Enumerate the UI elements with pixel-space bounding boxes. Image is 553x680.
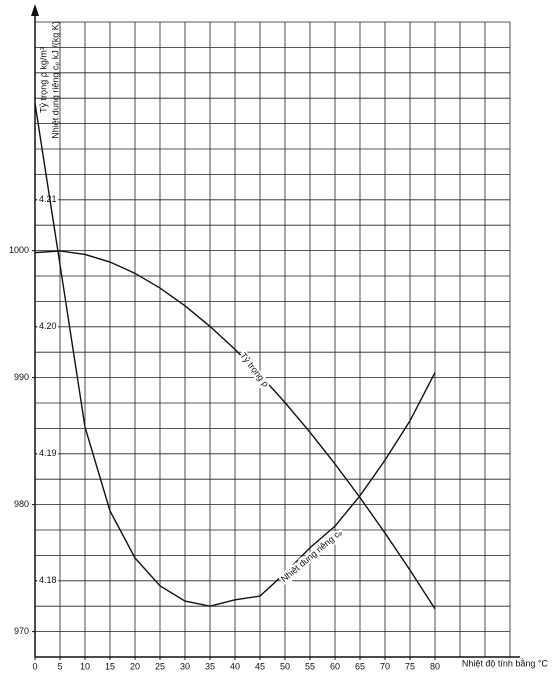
x-tick-label: 60 [330, 661, 340, 671]
y-tick-label: 980 [14, 499, 29, 509]
y2-axis-title: Nhiệt dung riêng cₚ kJ /(kg K) [50, 21, 60, 138]
x-tick-label: 70 [380, 661, 390, 671]
x-tick-label: 15 [105, 661, 115, 671]
y2-tick-label: 4.18 [39, 575, 57, 585]
y-tick-label: 990 [14, 372, 29, 382]
x-tick-label: 0 [32, 661, 37, 671]
x-tick-label: 50 [280, 661, 290, 671]
x-tick-label: 80 [430, 661, 440, 671]
y-axis-arrow [31, 4, 39, 16]
series-line [34, 250, 436, 610]
y2-tick-label: 4.20 [39, 321, 57, 331]
x-tick-label: 10 [80, 661, 90, 671]
series-label: Tỷ trọng ρ [238, 351, 271, 389]
series-line [34, 103, 436, 607]
x-tick-label: 30 [180, 661, 190, 671]
x-tick-label: 45 [255, 661, 265, 671]
x-tick-label: 35 [205, 661, 215, 671]
y-axis-title: Tỷ trọng ρ kg/m³ [38, 47, 48, 113]
x-tick-label: 55 [305, 661, 315, 671]
x-tick-label: 25 [155, 661, 165, 671]
x-tick-label: 20 [130, 661, 140, 671]
x-tick-label: 40 [230, 661, 240, 671]
x-tick-label: 75 [405, 661, 415, 671]
y2-tick-label: 4.19 [39, 448, 57, 458]
y-tick-label: 970 [14, 626, 29, 636]
y2-tick-label: 4.21 [39, 194, 57, 204]
x-tick-label: 65 [355, 661, 365, 671]
y-tick-label: 1000 [9, 245, 29, 255]
x-axis-title: Nhiệt độ tính bằng °C [462, 658, 549, 668]
x-tick-label: 5 [57, 661, 62, 671]
